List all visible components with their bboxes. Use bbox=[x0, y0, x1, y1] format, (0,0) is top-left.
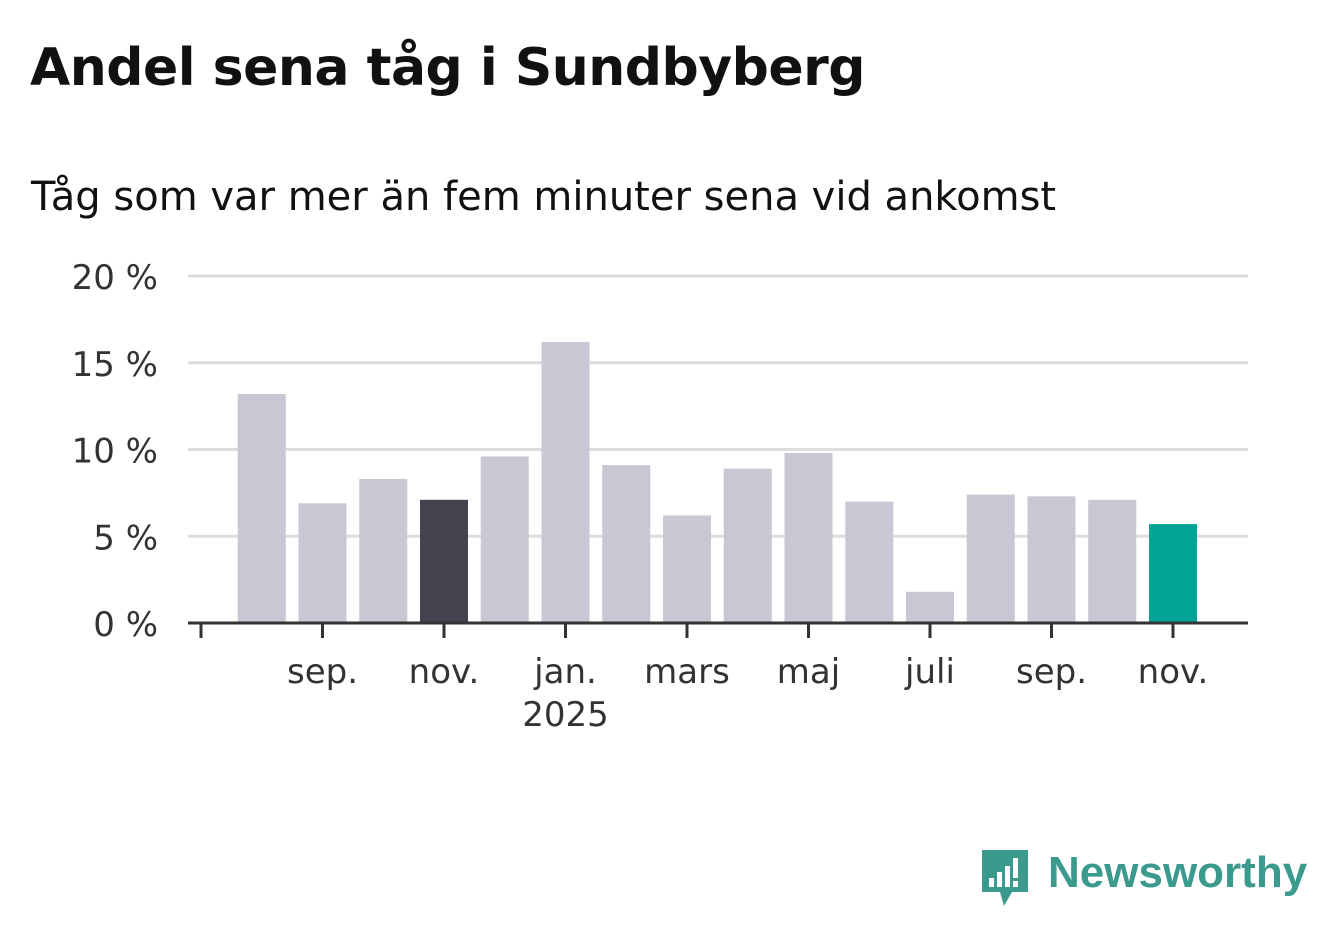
x-tick-label: jan. bbox=[533, 652, 597, 692]
bar bbox=[1088, 499, 1137, 623]
newsworthy-logo: Newsworthy bbox=[980, 848, 1307, 912]
bar bbox=[480, 456, 529, 623]
y-tick-label: 0 % bbox=[93, 605, 158, 645]
bar bbox=[359, 478, 408, 623]
bar bbox=[723, 468, 772, 623]
x-tick-label: juli bbox=[904, 652, 955, 692]
x-tick-year-label: 2025 bbox=[522, 695, 609, 735]
x-tick-label: sep. bbox=[287, 652, 358, 692]
chart-title: Andel sena tåg i Sundbyberg bbox=[30, 38, 866, 98]
y-tick-label: 10 % bbox=[72, 432, 158, 472]
bar bbox=[1027, 496, 1076, 623]
x-tick-label: sep. bbox=[1016, 652, 1087, 692]
x-tick-label: mars bbox=[644, 652, 730, 692]
y-tick-label: 5 % bbox=[93, 518, 158, 558]
newsworthy-logo-icon bbox=[982, 850, 1028, 906]
bar bbox=[845, 501, 894, 623]
bar bbox=[784, 452, 833, 623]
bar bbox=[906, 591, 954, 623]
bar bbox=[1149, 524, 1197, 623]
bar bbox=[966, 494, 1015, 623]
newsworthy-logo-text: Newsworthy bbox=[1048, 848, 1308, 897]
chart-subtitle: Tåg som var mer än fem minuter sena vid … bbox=[31, 174, 1057, 220]
bar bbox=[237, 393, 286, 623]
bar bbox=[420, 499, 468, 623]
y-tick-label: 20 % bbox=[72, 258, 158, 298]
x-tick-label: maj bbox=[777, 652, 840, 692]
bar bbox=[541, 341, 590, 623]
x-tick-label: nov. bbox=[1138, 652, 1209, 692]
x-tick-label: nov. bbox=[409, 652, 480, 692]
bar bbox=[602, 465, 651, 623]
bar bbox=[663, 515, 711, 623]
y-tick-label: 15 % bbox=[72, 345, 158, 385]
bar bbox=[298, 503, 347, 623]
